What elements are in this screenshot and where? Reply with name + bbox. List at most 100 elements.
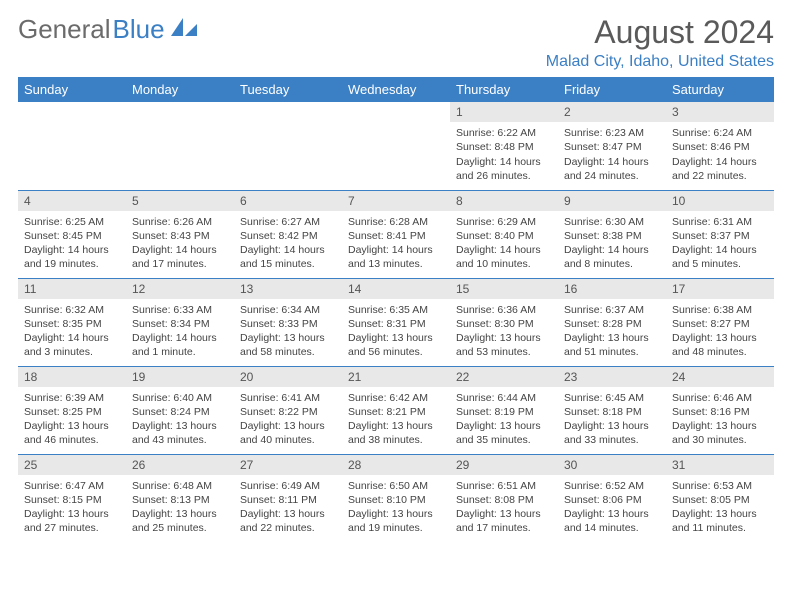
sunrise-text: Sunrise: 6:35 AM bbox=[348, 303, 444, 317]
weekday-header: Wednesday bbox=[342, 77, 450, 102]
day-content: Sunrise: 6:42 AMSunset: 8:21 PMDaylight:… bbox=[342, 389, 450, 452]
sunrise-text: Sunrise: 6:23 AM bbox=[564, 126, 660, 140]
calendar-day-cell: 2Sunrise: 6:23 AMSunset: 8:47 PMDaylight… bbox=[558, 102, 666, 190]
day-content: Sunrise: 6:49 AMSunset: 8:11 PMDaylight:… bbox=[234, 477, 342, 540]
calendar-day-cell: 13Sunrise: 6:34 AMSunset: 8:33 PMDayligh… bbox=[234, 278, 342, 366]
daylight-text: Daylight: 13 hours and 46 minutes. bbox=[24, 419, 120, 447]
sunrise-text: Sunrise: 6:26 AM bbox=[132, 215, 228, 229]
day-content bbox=[342, 124, 450, 130]
sunset-text: Sunset: 8:37 PM bbox=[672, 229, 768, 243]
daylight-text: Daylight: 13 hours and 27 minutes. bbox=[24, 507, 120, 535]
sunrise-text: Sunrise: 6:44 AM bbox=[456, 391, 552, 405]
day-number: 26 bbox=[126, 455, 234, 475]
day-content bbox=[234, 124, 342, 130]
day-content: Sunrise: 6:45 AMSunset: 8:18 PMDaylight:… bbox=[558, 389, 666, 452]
day-number: 6 bbox=[234, 191, 342, 211]
calendar-day-cell: 21Sunrise: 6:42 AMSunset: 8:21 PMDayligh… bbox=[342, 366, 450, 454]
weekday-header: Sunday bbox=[18, 77, 126, 102]
daylight-text: Daylight: 13 hours and 38 minutes. bbox=[348, 419, 444, 447]
sunset-text: Sunset: 8:06 PM bbox=[564, 493, 660, 507]
day-content: Sunrise: 6:51 AMSunset: 8:08 PMDaylight:… bbox=[450, 477, 558, 540]
sunrise-text: Sunrise: 6:30 AM bbox=[564, 215, 660, 229]
calendar-day-cell bbox=[126, 102, 234, 190]
daylight-text: Daylight: 14 hours and 22 minutes. bbox=[672, 155, 768, 183]
calendar-week-row: 4Sunrise: 6:25 AMSunset: 8:45 PMDaylight… bbox=[18, 190, 774, 278]
sunset-text: Sunset: 8:27 PM bbox=[672, 317, 768, 331]
calendar-day-cell bbox=[18, 102, 126, 190]
sunset-text: Sunset: 8:30 PM bbox=[456, 317, 552, 331]
title-block: August 2024 Malad City, Idaho, United St… bbox=[546, 14, 774, 71]
day-number: 2 bbox=[558, 102, 666, 122]
daylight-text: Daylight: 13 hours and 11 minutes. bbox=[672, 507, 768, 535]
sunrise-text: Sunrise: 6:49 AM bbox=[240, 479, 336, 493]
sunrise-text: Sunrise: 6:47 AM bbox=[24, 479, 120, 493]
day-content: Sunrise: 6:27 AMSunset: 8:42 PMDaylight:… bbox=[234, 213, 342, 276]
sunrise-text: Sunrise: 6:36 AM bbox=[456, 303, 552, 317]
sunrise-text: Sunrise: 6:34 AM bbox=[240, 303, 336, 317]
sunrise-text: Sunrise: 6:46 AM bbox=[672, 391, 768, 405]
day-content: Sunrise: 6:31 AMSunset: 8:37 PMDaylight:… bbox=[666, 213, 774, 276]
sunset-text: Sunset: 8:34 PM bbox=[132, 317, 228, 331]
weekday-header: Tuesday bbox=[234, 77, 342, 102]
daylight-text: Daylight: 13 hours and 14 minutes. bbox=[564, 507, 660, 535]
day-number: 19 bbox=[126, 367, 234, 387]
sunset-text: Sunset: 8:38 PM bbox=[564, 229, 660, 243]
sunset-text: Sunset: 8:15 PM bbox=[24, 493, 120, 507]
day-number: 22 bbox=[450, 367, 558, 387]
sunrise-text: Sunrise: 6:42 AM bbox=[348, 391, 444, 405]
calendar-week-row: 11Sunrise: 6:32 AMSunset: 8:35 PMDayligh… bbox=[18, 278, 774, 366]
day-content: Sunrise: 6:46 AMSunset: 8:16 PMDaylight:… bbox=[666, 389, 774, 452]
calendar-day-cell: 11Sunrise: 6:32 AMSunset: 8:35 PMDayligh… bbox=[18, 278, 126, 366]
sunrise-text: Sunrise: 6:41 AM bbox=[240, 391, 336, 405]
day-content: Sunrise: 6:25 AMSunset: 8:45 PMDaylight:… bbox=[18, 213, 126, 276]
sunset-text: Sunset: 8:35 PM bbox=[24, 317, 120, 331]
calendar-day-cell bbox=[234, 102, 342, 190]
daylight-text: Daylight: 13 hours and 19 minutes. bbox=[348, 507, 444, 535]
day-content: Sunrise: 6:24 AMSunset: 8:46 PMDaylight:… bbox=[666, 124, 774, 187]
sunset-text: Sunset: 8:41 PM bbox=[348, 229, 444, 243]
day-number: 24 bbox=[666, 367, 774, 387]
day-number: 21 bbox=[342, 367, 450, 387]
daylight-text: Daylight: 14 hours and 24 minutes. bbox=[564, 155, 660, 183]
day-number: 4 bbox=[18, 191, 126, 211]
daylight-text: Daylight: 13 hours and 58 minutes. bbox=[240, 331, 336, 359]
day-number: 15 bbox=[450, 279, 558, 299]
calendar-day-cell: 14Sunrise: 6:35 AMSunset: 8:31 PMDayligh… bbox=[342, 278, 450, 366]
day-content: Sunrise: 6:33 AMSunset: 8:34 PMDaylight:… bbox=[126, 301, 234, 364]
sunset-text: Sunset: 8:25 PM bbox=[24, 405, 120, 419]
daylight-text: Daylight: 14 hours and 26 minutes. bbox=[456, 155, 552, 183]
day-content: Sunrise: 6:36 AMSunset: 8:30 PMDaylight:… bbox=[450, 301, 558, 364]
calendar-day-cell: 30Sunrise: 6:52 AMSunset: 8:06 PMDayligh… bbox=[558, 454, 666, 542]
sunset-text: Sunset: 8:28 PM bbox=[564, 317, 660, 331]
day-number: 16 bbox=[558, 279, 666, 299]
daylight-text: Daylight: 14 hours and 13 minutes. bbox=[348, 243, 444, 271]
sunset-text: Sunset: 8:46 PM bbox=[672, 140, 768, 154]
calendar-day-cell: 29Sunrise: 6:51 AMSunset: 8:08 PMDayligh… bbox=[450, 454, 558, 542]
daylight-text: Daylight: 14 hours and 8 minutes. bbox=[564, 243, 660, 271]
daylight-text: Daylight: 13 hours and 51 minutes. bbox=[564, 331, 660, 359]
day-content: Sunrise: 6:47 AMSunset: 8:15 PMDaylight:… bbox=[18, 477, 126, 540]
day-content: Sunrise: 6:41 AMSunset: 8:22 PMDaylight:… bbox=[234, 389, 342, 452]
sunset-text: Sunset: 8:43 PM bbox=[132, 229, 228, 243]
day-content bbox=[126, 124, 234, 130]
day-number: 27 bbox=[234, 455, 342, 475]
daylight-text: Daylight: 14 hours and 1 minute. bbox=[132, 331, 228, 359]
calendar-day-cell: 4Sunrise: 6:25 AMSunset: 8:45 PMDaylight… bbox=[18, 190, 126, 278]
day-content: Sunrise: 6:44 AMSunset: 8:19 PMDaylight:… bbox=[450, 389, 558, 452]
day-number: 10 bbox=[666, 191, 774, 211]
calendar-body: 1Sunrise: 6:22 AMSunset: 8:48 PMDaylight… bbox=[18, 102, 774, 542]
calendar-day-cell: 22Sunrise: 6:44 AMSunset: 8:19 PMDayligh… bbox=[450, 366, 558, 454]
daylight-text: Daylight: 14 hours and 19 minutes. bbox=[24, 243, 120, 271]
day-number: 20 bbox=[234, 367, 342, 387]
daylight-text: Daylight: 13 hours and 40 minutes. bbox=[240, 419, 336, 447]
sunrise-text: Sunrise: 6:33 AM bbox=[132, 303, 228, 317]
calendar-day-cell: 31Sunrise: 6:53 AMSunset: 8:05 PMDayligh… bbox=[666, 454, 774, 542]
sunrise-text: Sunrise: 6:37 AM bbox=[564, 303, 660, 317]
calendar-day-cell: 7Sunrise: 6:28 AMSunset: 8:41 PMDaylight… bbox=[342, 190, 450, 278]
day-content: Sunrise: 6:22 AMSunset: 8:48 PMDaylight:… bbox=[450, 124, 558, 187]
daylight-text: Daylight: 13 hours and 48 minutes. bbox=[672, 331, 768, 359]
calendar-week-row: 1Sunrise: 6:22 AMSunset: 8:48 PMDaylight… bbox=[18, 102, 774, 190]
sunrise-text: Sunrise: 6:48 AM bbox=[132, 479, 228, 493]
day-content: Sunrise: 6:35 AMSunset: 8:31 PMDaylight:… bbox=[342, 301, 450, 364]
weekday-header: Thursday bbox=[450, 77, 558, 102]
